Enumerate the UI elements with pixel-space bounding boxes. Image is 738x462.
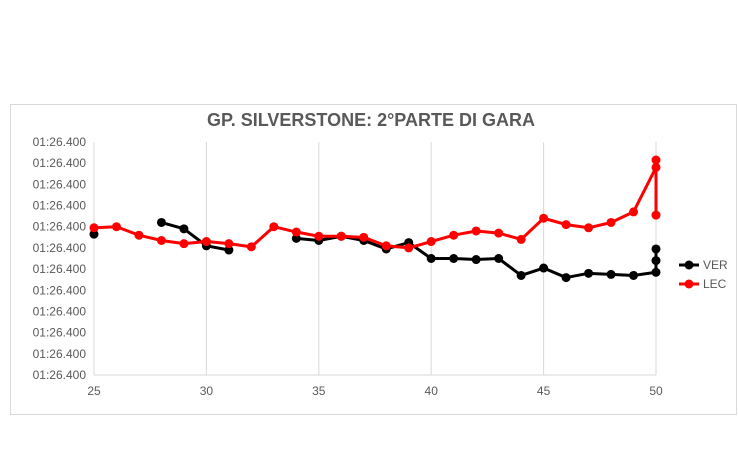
x-tick-label: 50 <box>649 384 663 398</box>
x-tick-label: 45 <box>537 384 551 398</box>
y-tick-label: 01:26.400 <box>33 220 87 234</box>
series-line-ver <box>159 220 231 252</box>
chart-frame: GP. SILVERSTONE: 2°PARTE DI GARA 25 30 35 4… <box>10 104 737 415</box>
y-tick-label: 01:26.400 <box>33 199 87 213</box>
data-point-ver <box>449 254 459 263</box>
data-point-lec <box>494 228 504 238</box>
data-point-lec <box>269 222 279 232</box>
y-tick-label: 01:26.400 <box>33 368 87 382</box>
data-point-lec <box>291 227 301 237</box>
data-point-ver <box>426 254 436 263</box>
data-point-lec <box>471 226 481 236</box>
data-point-ver <box>584 268 594 278</box>
axes: 25 30 35 40 45 50 01:26.400 01:26.400 01:26.400 0… <box>33 135 663 398</box>
x-tick-label: 40 <box>425 384 439 398</box>
series-group <box>89 155 661 283</box>
y-tick-label: 01:26.400 <box>33 177 87 191</box>
y-tick-label: 01:26.400 <box>33 156 87 170</box>
data-point-ver <box>494 254 504 263</box>
data-point-lec <box>449 230 459 240</box>
data-point-lec <box>359 232 369 242</box>
data-point-lec <box>606 217 616 227</box>
data-point-lec <box>426 237 436 247</box>
chart-title: GP. SILVERSTONE: 2°PARTE DI GARA <box>207 110 535 130</box>
data-point-ver <box>651 256 661 266</box>
data-point-lec <box>561 220 571 230</box>
data-point-lec <box>89 223 99 233</box>
y-tick-label: 01:26.400 <box>33 262 87 276</box>
data-point-lec <box>224 239 234 249</box>
x-tick-label: 35 <box>312 384 326 398</box>
legend-label-ver: VER <box>703 258 728 272</box>
data-point-ver <box>471 255 481 265</box>
data-point-lec <box>179 239 189 249</box>
series-lec <box>89 155 661 253</box>
legend: VER LEC <box>679 258 728 291</box>
legend-marker-ver <box>684 260 694 270</box>
data-point-ver <box>516 270 526 280</box>
data-point-lec <box>156 235 166 245</box>
data-point-ver <box>89 229 99 239</box>
data-point-lec <box>314 231 324 241</box>
data-point-ver <box>539 263 549 273</box>
y-tick-label: 01:26.400 <box>33 326 87 340</box>
y-tick-label: 01:26.400 <box>33 304 87 318</box>
data-point-ver <box>179 224 189 234</box>
data-point-lec <box>651 210 661 220</box>
series-line-lec <box>92 158 658 250</box>
y-tick-label: 01:26.400 <box>33 283 87 297</box>
x-tick-label: 30 <box>200 384 214 398</box>
y-tick-label: 01:26.400 <box>33 347 87 361</box>
data-point-lec <box>629 207 639 217</box>
data-point-lec <box>516 234 526 244</box>
line-chart: GP. SILVERSTONE: 2°PARTE DI GARA 25 30 35 4… <box>33 110 728 398</box>
data-point-ver <box>606 269 616 279</box>
legend-label-lec: LEC <box>703 277 727 291</box>
data-point-lec <box>111 222 121 232</box>
data-point-ver <box>561 273 571 283</box>
data-point-ver <box>629 270 639 280</box>
data-point-ver <box>651 244 661 254</box>
data-point-ver <box>156 217 166 227</box>
data-point-lec <box>246 242 256 252</box>
data-point-lec <box>381 241 391 251</box>
data-point-lec <box>201 237 211 247</box>
data-point-lec <box>539 213 549 223</box>
data-point-lec <box>134 230 144 240</box>
data-point-lec <box>404 243 414 253</box>
data-point-lec <box>651 162 661 172</box>
data-point-ver <box>224 245 234 255</box>
data-point-lec <box>336 231 346 241</box>
x-tick-label: 25 <box>87 384 101 398</box>
series-ver <box>89 217 661 283</box>
y-tick-label: 01:26.400 <box>33 135 87 149</box>
data-point-ver <box>291 233 301 243</box>
data-point-ver <box>651 267 661 277</box>
y-tick-label: 01:26.400 <box>33 241 87 255</box>
data-point-lec <box>584 223 594 233</box>
data-point-lec <box>651 155 661 165</box>
legend-marker-lec <box>684 279 694 289</box>
